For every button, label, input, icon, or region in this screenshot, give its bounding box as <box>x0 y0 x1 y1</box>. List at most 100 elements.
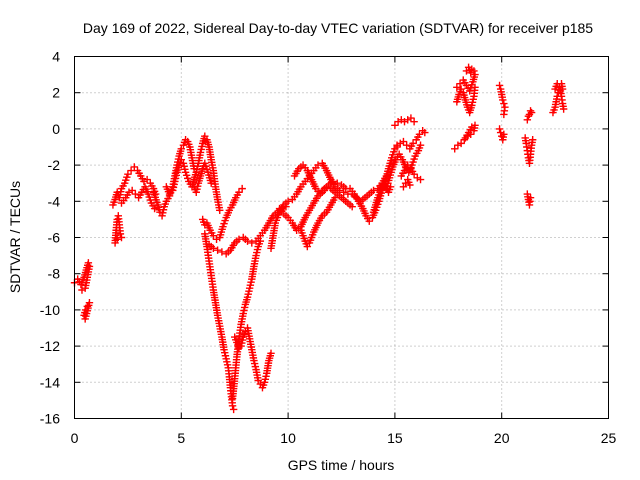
data-point <box>404 175 412 184</box>
data-point <box>238 336 247 344</box>
data-point <box>297 226 305 234</box>
data-point <box>113 235 121 244</box>
data-point <box>146 196 155 204</box>
y-tick-label: -12 <box>40 338 60 354</box>
y-axis-label: SDTVAR / TECUs <box>7 181 23 293</box>
data-point <box>184 174 192 183</box>
grid <box>74 56 609 419</box>
data-point <box>385 176 393 185</box>
data-point <box>299 231 307 240</box>
x-tick-label: 5 <box>177 430 185 446</box>
x-tick-label: 10 <box>280 430 296 446</box>
data-point <box>158 212 166 220</box>
data-point <box>170 180 178 189</box>
data-point <box>220 346 228 354</box>
data-point <box>298 229 306 237</box>
data-point <box>207 179 215 187</box>
data-point <box>116 190 124 199</box>
x-tick-label: 20 <box>494 430 510 446</box>
data-point <box>552 82 560 91</box>
data-point <box>122 176 130 184</box>
data-point <box>245 284 254 292</box>
data-point <box>528 136 537 144</box>
data-point <box>205 174 214 182</box>
y-tick-label: -4 <box>48 193 61 209</box>
y-tick-label: 4 <box>52 49 60 65</box>
data-point <box>388 165 396 174</box>
data-point <box>559 105 568 113</box>
data-point <box>387 168 395 177</box>
data-point <box>271 219 279 227</box>
data-point <box>202 162 210 171</box>
data-point <box>527 108 536 117</box>
data-point <box>307 233 316 242</box>
data-point <box>179 141 188 149</box>
data-point <box>416 141 425 149</box>
data-point <box>471 70 479 79</box>
data-point <box>216 231 225 239</box>
data-point <box>468 98 477 107</box>
data-point <box>333 179 341 187</box>
y-tick-label: -16 <box>40 411 60 427</box>
y-tick-label: -8 <box>48 266 61 282</box>
data-point <box>193 162 202 171</box>
data-point <box>456 79 464 88</box>
data-point <box>229 405 238 414</box>
data-point <box>161 200 169 208</box>
data-point <box>117 233 126 242</box>
data-point <box>217 228 226 236</box>
y-tick-label: 0 <box>52 121 60 137</box>
data-point <box>387 156 395 165</box>
data-point <box>82 309 91 318</box>
data-point <box>203 165 211 174</box>
data-point <box>256 237 265 245</box>
y-tick-label: 2 <box>52 85 60 101</box>
data-point <box>197 145 205 154</box>
data-point <box>246 281 255 289</box>
data-point <box>468 123 476 131</box>
data-point <box>384 179 392 187</box>
data-point <box>331 193 339 202</box>
data-point <box>232 336 240 344</box>
data-point <box>198 215 207 224</box>
data-point <box>499 96 507 104</box>
data-point <box>300 234 308 243</box>
data-point <box>500 99 508 108</box>
data-point <box>258 384 267 392</box>
data-point <box>185 140 193 148</box>
data-point <box>250 356 258 365</box>
data-point <box>409 139 417 148</box>
data-point <box>171 177 179 186</box>
data-point <box>329 177 337 186</box>
data-point <box>145 193 153 201</box>
data-point <box>169 186 177 195</box>
data-point <box>451 145 459 153</box>
data-point <box>467 84 475 92</box>
y-tick-label: -14 <box>40 374 60 390</box>
data-point <box>180 162 188 171</box>
data-point <box>247 278 255 286</box>
data-point <box>421 128 429 137</box>
data-point <box>240 330 249 339</box>
data-point <box>120 179 129 187</box>
data-points <box>70 63 568 414</box>
y-tick-label: -10 <box>40 302 60 318</box>
data-point <box>193 185 201 193</box>
data-point <box>181 168 190 177</box>
data-point <box>117 187 125 196</box>
data-point <box>348 203 356 211</box>
data-point <box>252 251 260 260</box>
data-point <box>375 191 383 199</box>
data-point <box>109 201 117 209</box>
data-point <box>127 166 135 175</box>
x-tick-label: 0 <box>71 430 79 446</box>
data-point <box>216 206 224 215</box>
data-point <box>218 248 226 256</box>
data-point <box>251 362 260 371</box>
data-point <box>495 81 504 90</box>
data-point <box>218 225 226 234</box>
data-point <box>254 242 262 251</box>
data-point <box>181 165 189 174</box>
data-point <box>302 240 310 248</box>
data-point <box>406 181 414 189</box>
